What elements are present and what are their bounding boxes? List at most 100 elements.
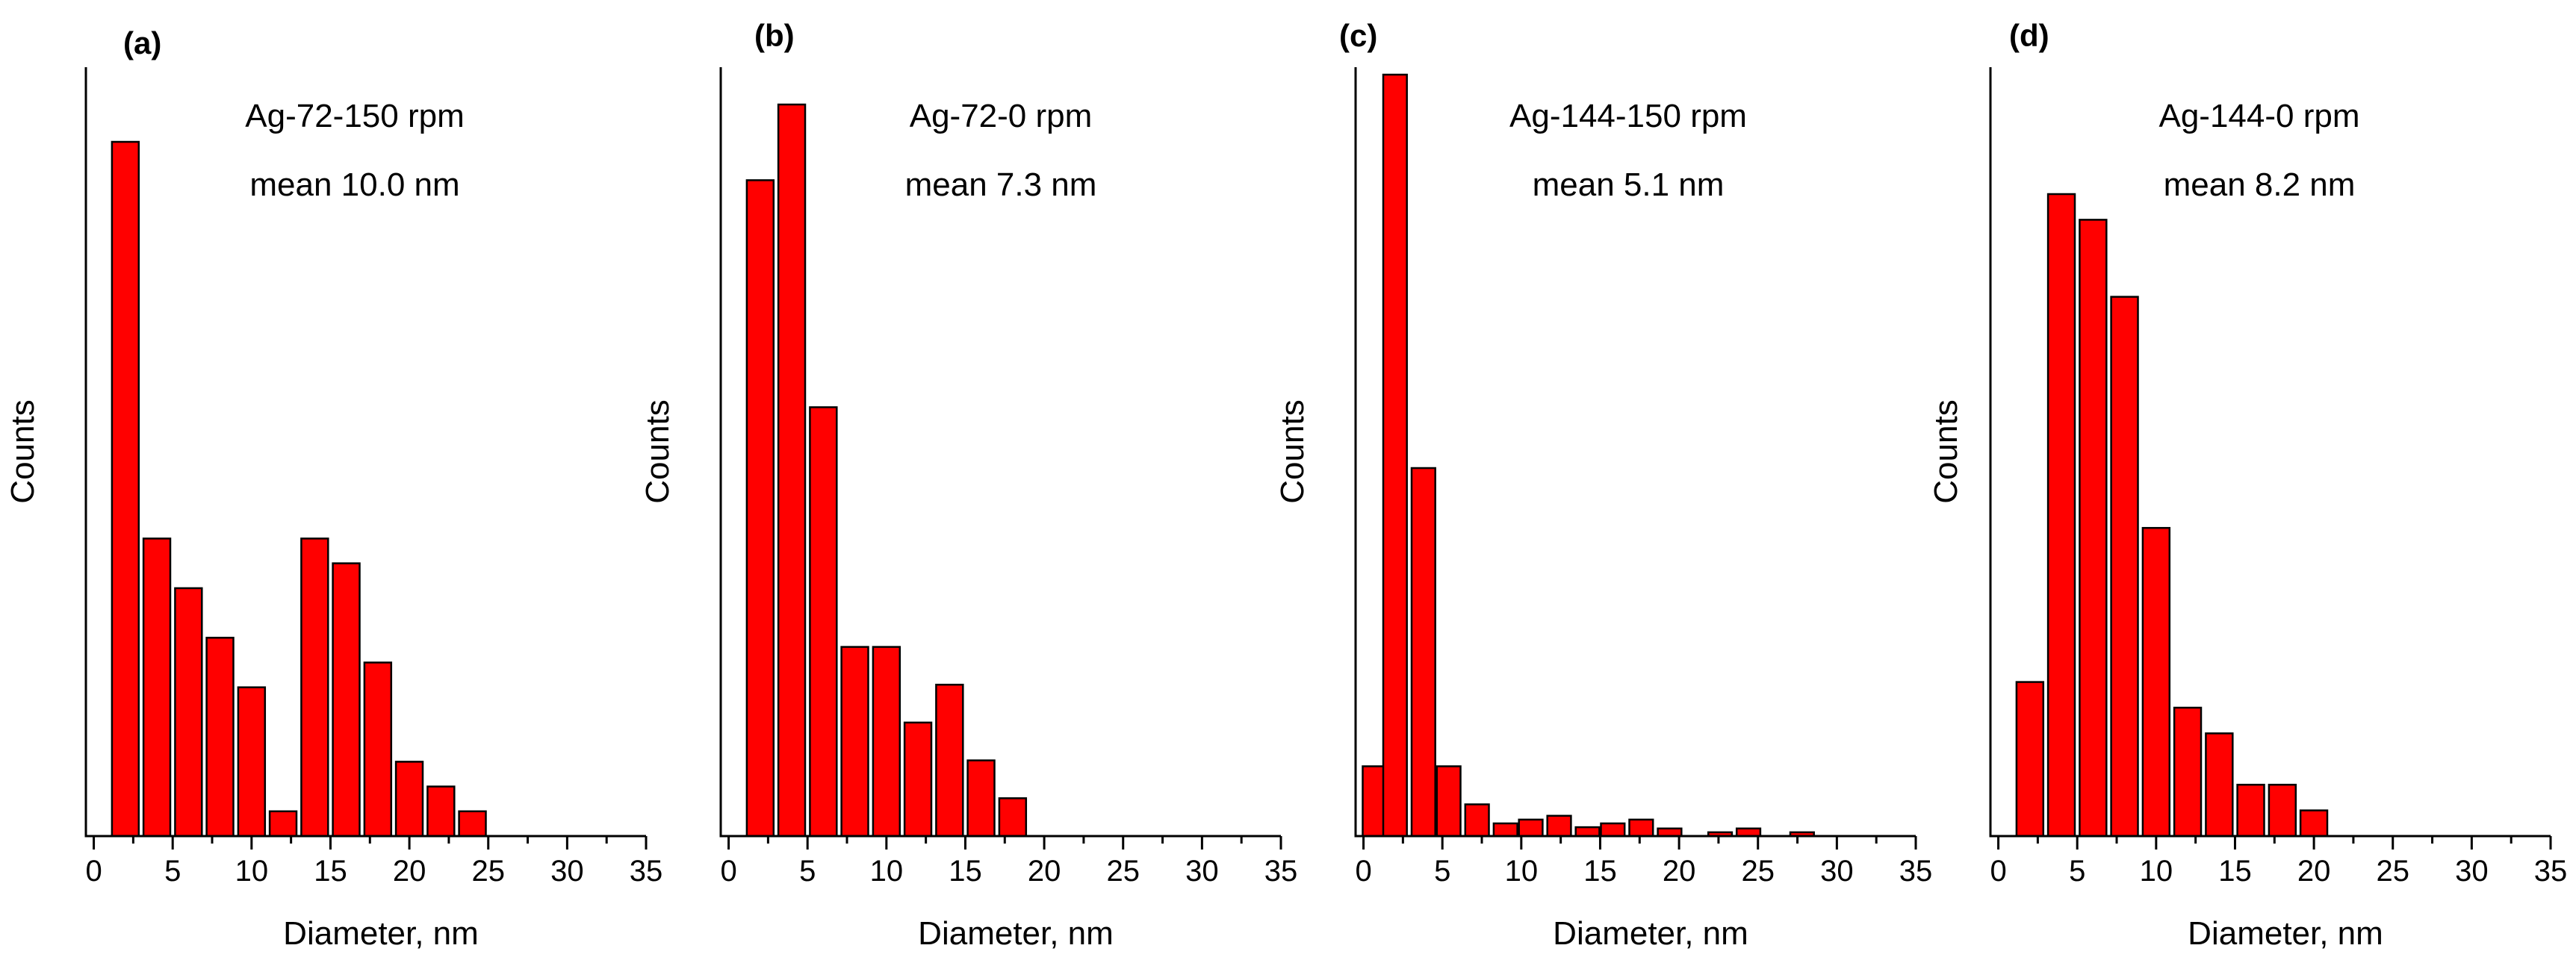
x-tick-label: 25	[471, 855, 505, 888]
x-tick-label: 30	[550, 855, 584, 888]
x-axis-label: Diameter, nm	[283, 915, 479, 952]
x-tick-label: 25	[1741, 855, 1775, 888]
histogram-bar	[2015, 681, 2045, 838]
histogram-bar	[840, 646, 869, 838]
x-tick-label: 10	[870, 855, 904, 888]
histogram-bar	[237, 686, 267, 838]
histogram-bar	[1436, 765, 1462, 838]
histogram-panel-1: 0 5 10 15 20 25 30 35 Diameter, nm Counts (b) Ag-72…	[639, 18, 1297, 952]
histogram-bar	[777, 103, 807, 838]
panel-label: (b)	[754, 18, 795, 53]
histogram-bar	[1600, 822, 1626, 838]
histogram-bar	[2205, 732, 2234, 838]
x-tick-label: 15	[949, 855, 982, 888]
panel-label: (a)	[123, 25, 161, 60]
y-axis-label: Counts	[1928, 399, 1964, 503]
x-tick-label: 20	[1028, 855, 1061, 888]
x-tick-label: 0	[1355, 855, 1371, 888]
x-tick-label: 35	[1264, 855, 1298, 888]
histogram-bar	[2141, 526, 2171, 838]
histogram-bar	[394, 761, 424, 838]
x-tick-label: 5	[1434, 855, 1450, 888]
histogram-bar	[205, 637, 235, 838]
x-tick-label: 10	[235, 855, 269, 888]
x-tick-label: 5	[164, 855, 181, 888]
x-tick-label: 0	[1990, 855, 2006, 888]
histogram-bar	[2268, 783, 2297, 838]
histogram-bar	[2110, 296, 2139, 838]
histogram-bar	[1628, 818, 1654, 838]
histogram-panel-0: 0 5 10 15 20 25 30 35 Diameter, nm Counts (a) Ag-72…	[4, 25, 662, 952]
histogram-bar	[1574, 826, 1601, 838]
axis-lines	[1354, 67, 1916, 838]
x-tick-label: 30	[1185, 855, 1219, 888]
mean-annotation: mean 5.1 nm	[1533, 166, 1725, 203]
histogram-bar	[935, 683, 964, 838]
mean-annotation: mean 7.3 nm	[905, 166, 1097, 203]
x-tick-label: 25	[1106, 855, 1140, 888]
x-tick-label: 15	[314, 855, 347, 888]
histogram-bar	[363, 661, 393, 838]
sample-title: Ag-72-0 rpm	[910, 98, 1093, 134]
histogram-bar	[1657, 827, 1683, 838]
sample-title: Ag-144-150 rpm	[1509, 98, 1747, 134]
sample-title: Ag-72-150 rpm	[245, 98, 464, 134]
x-tick-label: 10	[2140, 855, 2173, 888]
x-axis-label: Diameter, nm	[2188, 915, 2383, 952]
y-axis-label: Counts	[1274, 399, 1311, 503]
x-tick-label: 20	[2297, 855, 2331, 888]
histogram-bar	[268, 810, 298, 838]
histogram-panel-3: 0 5 10 15 20 25 30 35 Diameter, nm Counts (d) Ag-14…	[1928, 18, 2567, 952]
histogram-bar	[1410, 467, 1436, 838]
histogram-bar	[300, 537, 329, 838]
panel-label: (c)	[1339, 18, 1377, 53]
x-tick-label: 0	[85, 855, 102, 888]
histogram-bar	[458, 810, 487, 838]
histogram-bar	[1464, 803, 1490, 838]
x-tick-label: 25	[2376, 855, 2409, 888]
histogram-bar	[1518, 818, 1544, 838]
histogram-panel-2: 0 5 10 15 20 25 30 35 Diameter, nm Counts (c) Ag-14…	[1274, 18, 1932, 952]
x-tick-label: 35	[2534, 855, 2568, 888]
x-tick-label: 30	[1820, 855, 1854, 888]
y-axis-label: Counts	[4, 399, 41, 503]
histogram-bar	[809, 406, 838, 838]
x-tick-label: 35	[630, 855, 663, 888]
x-tick-label: 20	[393, 855, 426, 888]
x-tick-label: 30	[2455, 855, 2489, 888]
mean-annotation: mean 10.0 nm	[249, 166, 459, 203]
histogram-bar	[2299, 809, 2329, 838]
histogram-bar	[2046, 193, 2076, 838]
histogram-bar	[2173, 706, 2203, 838]
histogram-bar	[903, 721, 933, 838]
axis-lines	[719, 67, 1281, 838]
x-tick-label: 35	[1899, 855, 1933, 888]
histogram-bar	[142, 537, 172, 838]
x-tick-label: 15	[2218, 855, 2252, 888]
x-tick-label: 0	[720, 855, 736, 888]
histogram-bar	[426, 785, 456, 838]
histogram-bar	[2236, 783, 2265, 838]
histogram-bar	[2079, 219, 2108, 838]
x-tick-label: 15	[1583, 855, 1617, 888]
histogram-bar	[745, 179, 775, 838]
sample-title: Ag-144-0 rpm	[2158, 98, 2359, 134]
panel-label: (d)	[2009, 18, 2049, 53]
histogram-bar	[332, 562, 361, 838]
histogram-bar	[1546, 814, 1572, 838]
mean-annotation: mean 8.2 nm	[2164, 166, 2356, 203]
y-axis-label: Counts	[639, 399, 676, 503]
histogram-bar	[872, 646, 901, 838]
x-axis-label: Diameter, nm	[1553, 915, 1748, 952]
x-tick-label: 10	[1505, 855, 1539, 888]
histogram-bar	[1382, 73, 1408, 838]
histogram-bar	[998, 797, 1028, 838]
axis-lines	[84, 67, 646, 838]
histogram-bar	[174, 587, 203, 838]
histogram-bar	[111, 140, 140, 838]
x-tick-label: 20	[1663, 855, 1696, 888]
x-axis-label: Diameter, nm	[918, 915, 1114, 952]
histogram-bar	[1492, 822, 1518, 838]
x-tick-label: 5	[799, 855, 816, 888]
